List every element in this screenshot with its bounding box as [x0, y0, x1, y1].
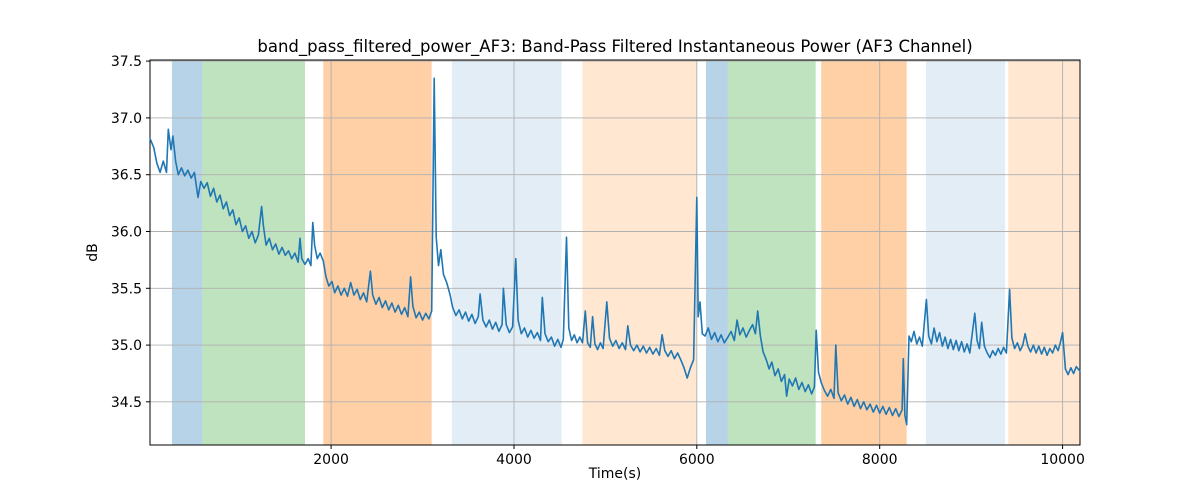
x-tick-label: 4000 — [496, 452, 532, 468]
y-tick-label: 37.5 — [111, 54, 142, 70]
band-light-orange-1 — [582, 60, 697, 445]
band-orange-1 — [323, 60, 432, 445]
y-tick-label: 36.5 — [111, 168, 142, 184]
x-tick-label: 6000 — [679, 452, 715, 468]
y-tick-label: 35.0 — [111, 338, 142, 354]
band-blue-2 — [706, 60, 728, 445]
y-axis-title: dB — [85, 243, 101, 262]
grid-layer — [150, 60, 1080, 445]
y-tick-label: 34.5 — [111, 395, 142, 411]
y-tick-label: 36.0 — [111, 225, 142, 241]
y-tick-label: 35.5 — [111, 281, 142, 297]
y-tick-label: 37.0 — [111, 111, 142, 127]
x-tick-label: 10000 — [1040, 452, 1085, 468]
band-orange-2 — [821, 60, 907, 445]
axes-layer: 2000 4000 6000 8000 10000 34.5 35.0 35.5 36.0 36.… — [111, 54, 1085, 468]
band-light-orange-2 — [1008, 60, 1080, 445]
annotation-bands-layer — [171, 60, 1080, 445]
plot-border — [149, 59, 1081, 446]
band-light-blue-1 — [451, 60, 562, 445]
x-tick-label: 2000 — [313, 452, 349, 468]
series-line-band_pass_filtered_power_AF3 — [149, 77, 1081, 426]
x-tick-label: 8000 — [862, 452, 898, 468]
series-layer — [149, 77, 1081, 426]
band-blue-1 — [171, 60, 203, 445]
band-green-2 — [727, 60, 816, 445]
chart-title: band_pass_filtered_power_AF3: Band-Pass … — [257, 37, 972, 57]
band-light-blue-2 — [925, 60, 1005, 445]
x-axis-title: Time(s) — [588, 466, 641, 482]
